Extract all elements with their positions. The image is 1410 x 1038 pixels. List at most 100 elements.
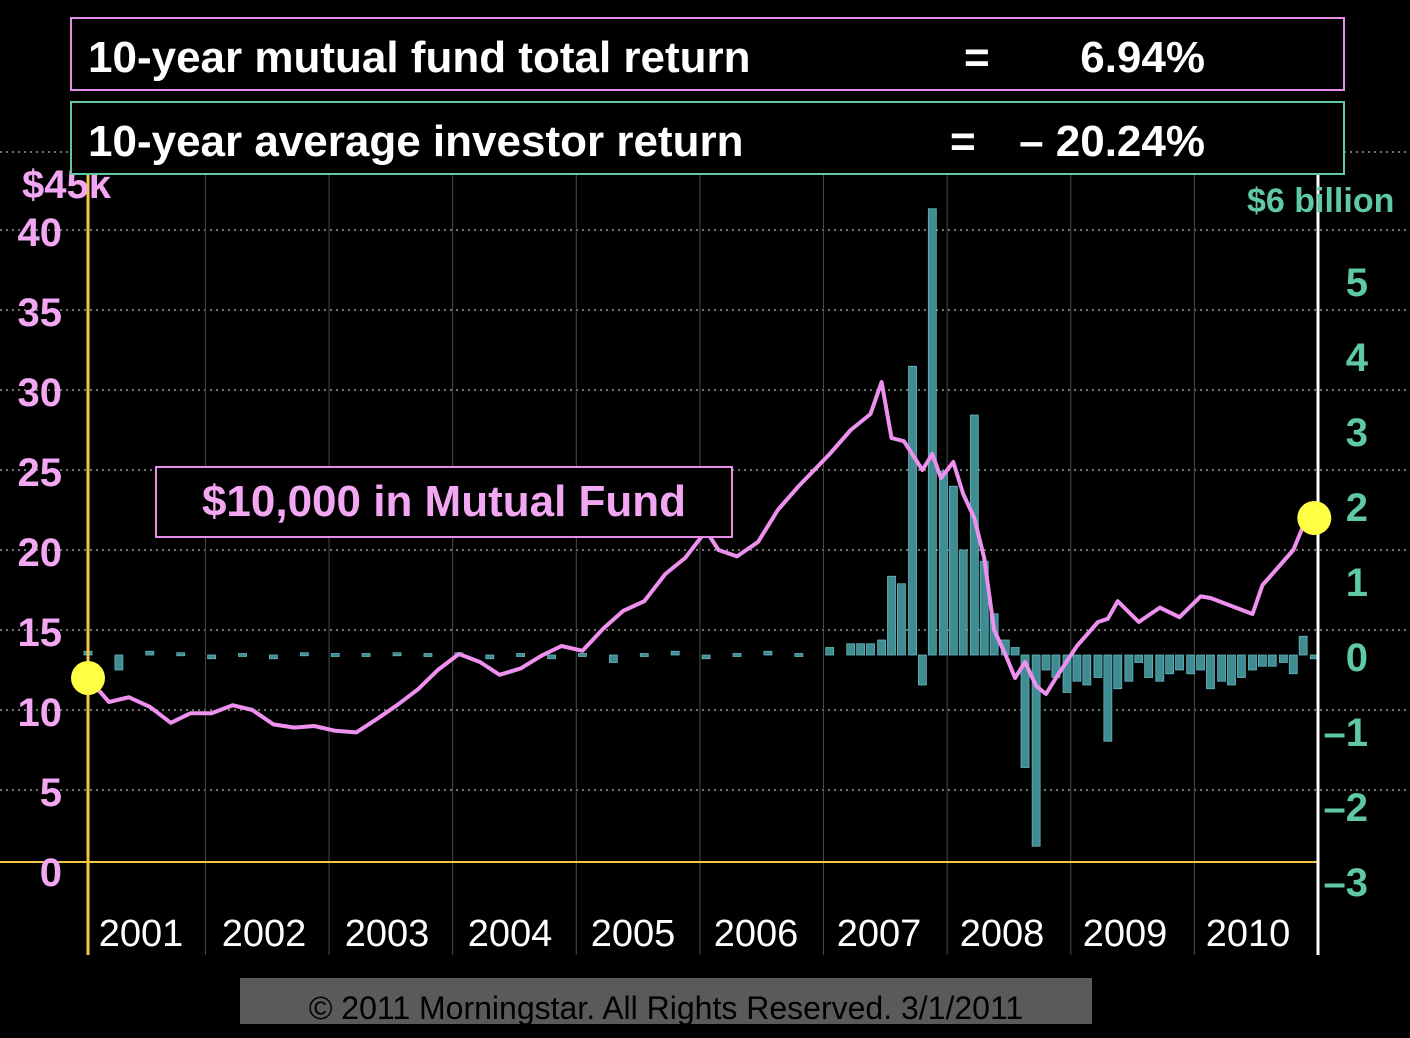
left-tick-label: 35 [18, 291, 63, 335]
investor-return-box: 10-year average investor return = – 20.2… [70, 101, 1345, 175]
flow-bar [578, 653, 587, 657]
flow-bar [877, 639, 887, 656]
flow-bar [1144, 654, 1154, 678]
x-tick-label: 2004 [468, 913, 553, 955]
left-tick-label: 15 [18, 611, 63, 655]
x-tick-label: 2002 [222, 913, 307, 955]
flow-bar [670, 650, 680, 656]
x-tick-label: 2007 [837, 913, 922, 955]
right-tick-label: 0 [1346, 636, 1368, 680]
right-tick-label: 5 [1346, 261, 1368, 305]
flow-bar [1186, 654, 1196, 675]
flow-bar [794, 653, 804, 657]
flow-bar [701, 654, 711, 660]
flow-bar [927, 208, 937, 656]
flow-bar [516, 653, 526, 657]
flow-bar [1062, 654, 1072, 693]
flow-bar [856, 643, 866, 656]
flow-bar [176, 652, 186, 657]
fund-value-line [86, 380, 1316, 735]
left-tick-label: 30 [18, 371, 63, 415]
axes [0, 175, 1320, 955]
copyright-footer: © 2011 Morningstar. All Rights Reserved.… [240, 978, 1092, 1024]
flow-bar [1072, 654, 1082, 682]
flow-bar [1031, 654, 1041, 847]
flow-bar [1103, 654, 1113, 742]
flow-bar [1093, 654, 1103, 678]
fund-annotation: $10,000 in Mutual Fund [155, 466, 733, 538]
x-tick-label: 2005 [591, 913, 676, 955]
flow-bar [1134, 654, 1144, 663]
flow-bar [1298, 635, 1308, 656]
flow-bar [207, 654, 217, 660]
x-tick-label: 2006 [714, 913, 799, 955]
flow-bar [423, 653, 433, 657]
flow-bar [1278, 654, 1288, 663]
x-tick-label: 2010 [1206, 913, 1291, 955]
flow-bar [732, 653, 742, 657]
flow-bar [908, 365, 917, 656]
flow-bar [299, 652, 309, 657]
flow-bar [1124, 654, 1134, 682]
investor-return-value: – 20.24% [1019, 117, 1205, 166]
fund-return-label: 10-year mutual fund total return [88, 33, 751, 82]
flow-bar [1217, 654, 1226, 682]
left-tick-label: 5 [40, 771, 62, 815]
flow-bar [897, 583, 906, 656]
flow-bar [361, 653, 371, 657]
flow-bar [1288, 654, 1298, 675]
start-marker [71, 661, 105, 695]
flow-bar [866, 643, 875, 656]
flow-bar [1267, 654, 1277, 667]
fund-return-equals: = [964, 33, 990, 82]
fund-return-value: 6.94% [1080, 33, 1205, 82]
flow-bar [948, 485, 958, 656]
x-tick-label: 2009 [1083, 913, 1168, 955]
flow-bar [392, 652, 402, 657]
flow-bar [1113, 654, 1123, 690]
left-tick-label: 0 [40, 851, 62, 895]
flow-bar [330, 653, 340, 657]
flow-bar [958, 549, 968, 656]
flow-bar [1165, 654, 1175, 675]
flow-bar [114, 654, 124, 671]
investor-return-equals: = [950, 117, 976, 166]
flow-bar [1248, 654, 1257, 671]
flow-bar [1010, 647, 1020, 656]
flow-bar [887, 575, 896, 656]
right-tick-label: 1 [1346, 561, 1368, 605]
flow-bar [145, 650, 155, 656]
left-tick-label: 20 [18, 531, 63, 575]
investor-return-label: 10-year average investor return [88, 117, 744, 166]
left-tick-label: 25 [18, 451, 63, 495]
flow-bar [238, 653, 247, 657]
flow-bar [485, 654, 495, 660]
flow-bar [639, 653, 649, 657]
left-tick-label: 10 [18, 691, 63, 735]
x-tick-label: 2003 [345, 913, 430, 955]
flow-bar [1227, 654, 1236, 686]
flow-bar [608, 654, 618, 663]
flow-bar [1175, 654, 1184, 671]
flow-bar [269, 654, 278, 660]
flow-bar [1257, 654, 1267, 667]
flow-bar [939, 470, 948, 656]
fund-line [71, 380, 1332, 735]
flow-bar [1020, 654, 1030, 768]
end-marker [1297, 501, 1332, 535]
x-tick-label: 2001 [99, 913, 184, 955]
flow-bar [918, 654, 927, 686]
right-axis-top-label: $6 billion [1247, 182, 1394, 220]
flow-bar [1082, 654, 1092, 686]
right-tick-label: –3 [1324, 861, 1369, 905]
flow-bar [763, 650, 773, 656]
gridlines [0, 151, 1410, 955]
flow-bar [1041, 654, 1051, 671]
flow-bar [1196, 654, 1205, 671]
flow-bar [1236, 654, 1246, 678]
flow-bar [547, 654, 556, 660]
right-tick-label: –1 [1324, 711, 1369, 755]
right-tick-label: 4 [1346, 336, 1369, 380]
